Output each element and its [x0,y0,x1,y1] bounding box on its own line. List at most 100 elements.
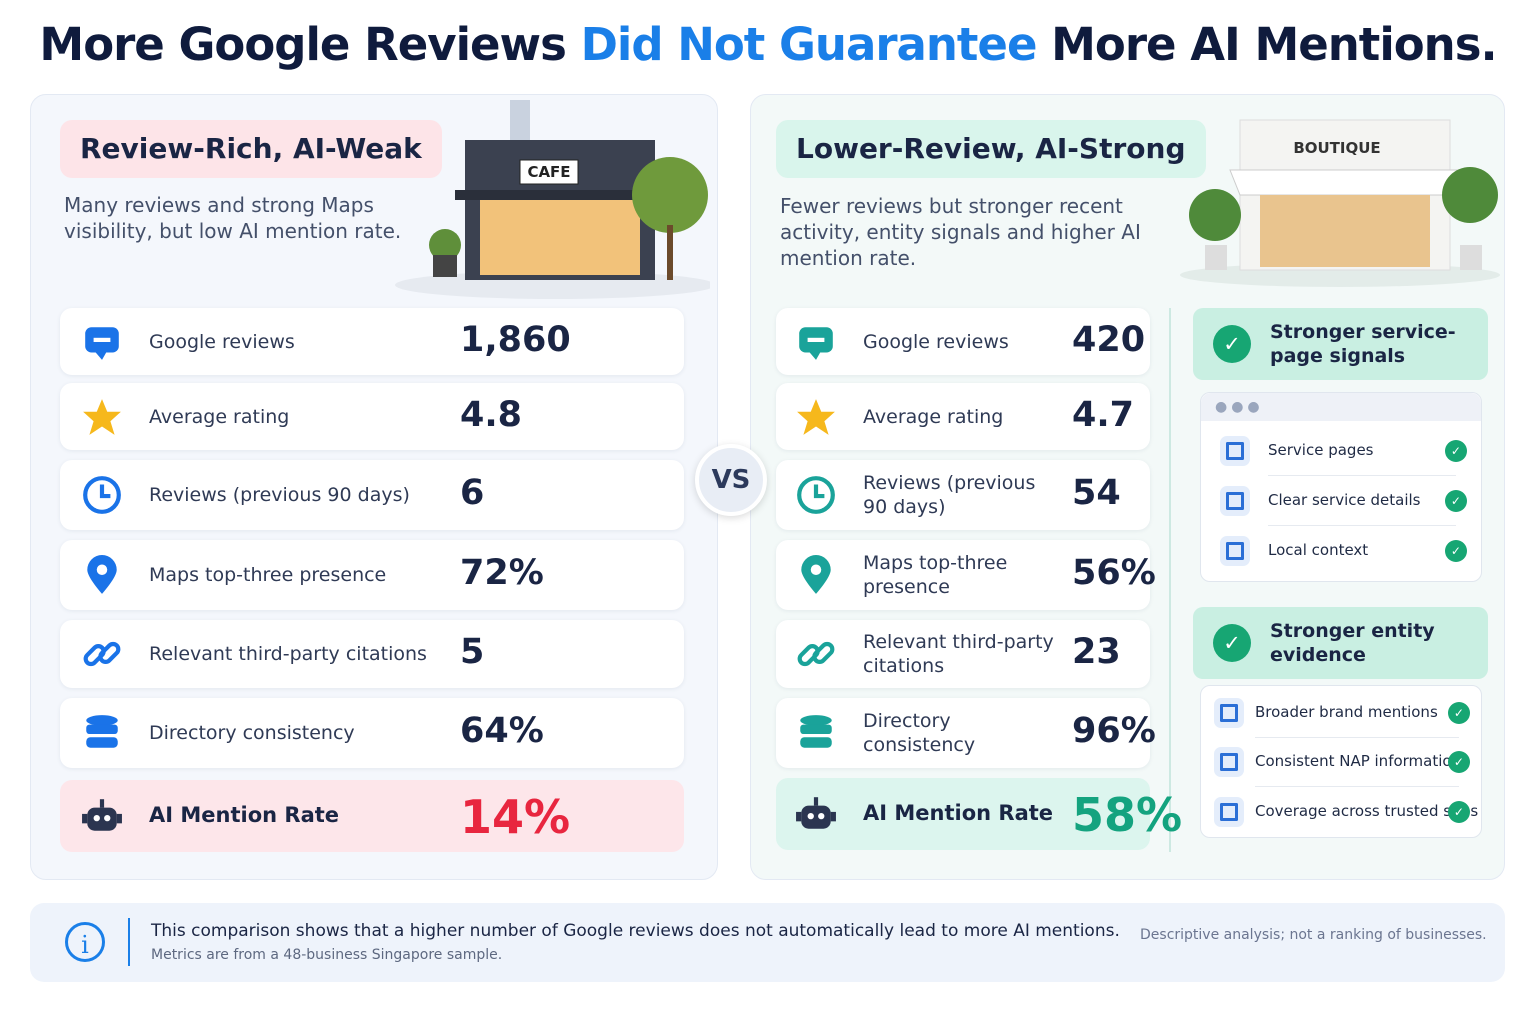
item-label: Consistent NAP information [1255,752,1462,770]
metric-icon [81,633,123,679]
icon [800,715,832,748]
icon [82,799,122,831]
icon-part [800,715,832,726]
metric-label: Reviews (previous 90 days) [863,472,1036,518]
left-tag: Review-Rich, AI-Weak [60,120,442,178]
pot [1205,245,1227,270]
metric-row [776,620,1150,688]
item-icon [1220,436,1250,466]
ai-label: AI Mention Rate [863,801,1054,825]
icon [801,555,831,594]
check: ✓ [1213,624,1251,662]
icon-part [796,811,802,822]
icon-part [800,737,832,748]
icon-part [813,484,825,499]
footer-note: Descriptive analysis; not a ranking of b… [1140,927,1487,943]
metric-value: 72% [460,553,544,593]
icon-part [93,337,111,342]
metric-value: 23 [1072,632,1121,672]
icon [797,641,835,667]
item-icon [1214,747,1244,777]
icon-part [83,398,121,435]
metric-row [776,698,1150,768]
metric-value: 64% [460,711,544,751]
ai-icon [81,795,123,841]
awning [1229,169,1461,196]
sign [519,159,579,185]
boutique-illustration: BOUTIQUE [1180,119,1500,287]
item-rule [1268,475,1456,476]
icon-part [86,737,118,748]
metric-value: 1,860 [460,319,571,360]
metric-icon [81,712,123,758]
window [1260,195,1430,267]
signal-title: Stronger service-page signals [1270,321,1456,367]
icon-part [86,715,118,726]
icon [796,797,836,829]
icon-part [86,724,118,735]
metric-value: 96% [1072,711,1156,751]
sign-text: CAFE [527,163,570,181]
check: ✓ [1448,751,1470,773]
icon [85,326,119,360]
icon [86,715,118,748]
metric-row [60,308,684,375]
icon-part [95,352,107,360]
tree [1442,167,1498,223]
item-label: Coverage across trusted sites [1255,802,1479,820]
metric-icon [795,321,837,367]
tree [632,157,708,233]
check: ✓ [1448,702,1470,724]
awning [455,190,665,200]
metric-icon [795,633,837,679]
icon-part [830,811,836,822]
icon [87,555,117,594]
metric-row [776,308,1150,375]
check: ✓ [1445,540,1467,562]
ai-value: 14% [460,790,571,844]
metric-row [60,540,684,610]
check: ✓ [1445,440,1467,462]
ai-value: 58% [1072,788,1183,842]
icon-part [797,398,835,435]
title-highlight: Did Not Guarantee [580,18,1038,71]
metric-label: Relevant third-party citations [149,643,427,665]
icon-part [93,814,100,822]
metric-label: Google reviews [149,330,295,353]
item-label: Service pages [1268,441,1374,459]
item-icon [1220,486,1250,516]
icon-part [801,805,831,829]
metric-label: Average rating [149,405,290,428]
icon-part [818,812,825,820]
ai-row [776,778,1150,850]
item-label: Clear service details [1268,491,1421,509]
window [480,200,640,275]
icon-part [797,476,835,514]
right-tag: Lower-Review, AI-Strong [776,120,1206,178]
icon-part [116,813,122,824]
signal-title: Stronger entity evidence [1270,620,1435,666]
metric-row [776,383,1150,450]
item-label: Local context [1268,541,1369,559]
icon-part [83,643,106,667]
tower [510,100,530,145]
vs-badge: VS [695,444,767,516]
pot [433,255,457,277]
footer [30,903,1505,982]
icon-part [800,724,832,735]
title: More Google Reviews Did Not Guarantee Mo… [0,18,1536,71]
icon-part [96,564,108,575]
metric-icon [795,396,837,442]
icon-part [812,641,835,665]
icon-part [98,641,121,665]
footer-sub: Metrics are from a 48-business Singapore… [151,947,503,963]
right-description: Fewer reviews but stronger recent activi… [780,194,1141,270]
metric-row [60,698,684,768]
item-icon [1220,536,1250,566]
metric-icon [81,396,123,442]
metric-label: Google reviews [863,330,1009,353]
metric-row [60,620,684,688]
metric-label: Directory consistency [149,722,355,744]
metric-icon [81,321,123,367]
